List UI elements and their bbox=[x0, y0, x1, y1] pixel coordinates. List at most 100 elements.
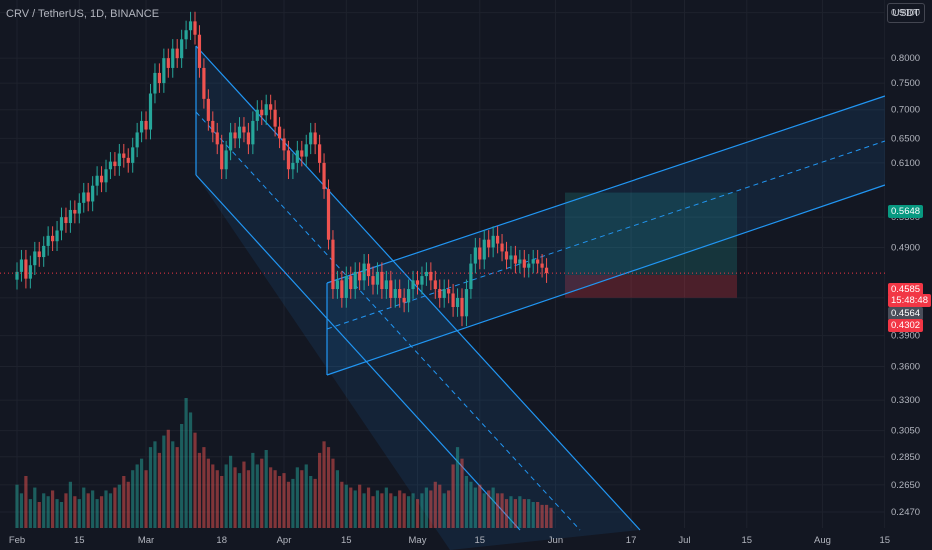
volume-bar bbox=[171, 441, 175, 528]
volume-bar bbox=[246, 470, 250, 528]
volume-bar bbox=[500, 493, 504, 528]
x-tick-label: May bbox=[409, 535, 427, 546]
entry-price-tag: 0.4564 bbox=[888, 307, 924, 320]
volume-bar bbox=[335, 470, 339, 528]
candle-body bbox=[99, 175, 104, 183]
volume-bar bbox=[487, 490, 491, 528]
candle-body bbox=[51, 235, 55, 242]
volume-bar bbox=[73, 496, 77, 528]
candle-body bbox=[197, 34, 202, 68]
volume-bar bbox=[340, 481, 344, 528]
candle-body bbox=[522, 259, 526, 268]
candle-body bbox=[478, 247, 482, 260]
volume-bar bbox=[393, 496, 397, 528]
candle-body bbox=[68, 209, 72, 224]
candle-body bbox=[157, 72, 161, 84]
x-tick-label: Mar bbox=[138, 535, 154, 546]
volume-bar bbox=[331, 458, 335, 528]
candle-body bbox=[447, 289, 451, 294]
candle-body bbox=[108, 161, 113, 170]
candle-body bbox=[224, 150, 228, 170]
candle-body bbox=[362, 263, 366, 281]
candle-body bbox=[433, 280, 437, 290]
candle-body bbox=[73, 209, 77, 214]
x-tick-label: Jun bbox=[548, 535, 563, 546]
volume-bar bbox=[117, 484, 121, 528]
candle-body bbox=[242, 126, 246, 133]
y-tick-label: 0.6100 bbox=[891, 158, 920, 169]
stop-price-tag: 0.4302 bbox=[888, 319, 924, 332]
candle-body bbox=[122, 153, 126, 158]
candle-body bbox=[518, 259, 522, 264]
candle-body bbox=[188, 21, 193, 31]
x-tick-label: 15 bbox=[74, 535, 85, 546]
volume-bar bbox=[415, 499, 420, 528]
candle-body bbox=[251, 120, 255, 145]
candle-body bbox=[384, 280, 388, 290]
volume-bar bbox=[277, 476, 282, 528]
ascending-channel-upper bbox=[326, 95, 886, 284]
volume-bar bbox=[318, 452, 322, 528]
volume-bar bbox=[473, 487, 477, 528]
candle-body bbox=[255, 109, 259, 121]
volume-bar bbox=[358, 484, 362, 528]
candle-body bbox=[402, 297, 406, 303]
candle-body bbox=[260, 109, 264, 116]
volume-bar bbox=[233, 467, 237, 528]
candle-body bbox=[509, 255, 513, 260]
volume-bar bbox=[304, 464, 308, 528]
candle-body bbox=[496, 235, 500, 244]
volume-bar bbox=[37, 502, 41, 528]
x-tick-label: 15 bbox=[475, 535, 486, 546]
currency-button[interactable]: USDT bbox=[887, 3, 925, 23]
volume-bar bbox=[255, 464, 259, 528]
volume-bar bbox=[544, 504, 549, 528]
ascending-channel-lower bbox=[326, 184, 886, 376]
candle-body bbox=[371, 276, 375, 285]
volume-bar bbox=[282, 473, 286, 528]
x-tick-label: Apr bbox=[277, 535, 292, 546]
candle-body bbox=[531, 259, 535, 264]
candle-body bbox=[331, 239, 335, 290]
volume-bar bbox=[180, 424, 184, 528]
candle-body bbox=[113, 161, 117, 167]
volume-bar bbox=[469, 481, 473, 528]
y-tick-label: 0.7000 bbox=[891, 105, 920, 116]
candle-body bbox=[135, 132, 139, 148]
volume-bar bbox=[162, 435, 166, 528]
candle-body bbox=[322, 162, 326, 190]
volume-bar bbox=[251, 452, 255, 528]
volume-bar bbox=[496, 493, 500, 528]
volume-bar bbox=[509, 496, 513, 528]
volume-bar bbox=[237, 473, 242, 528]
candle-body bbox=[349, 276, 353, 290]
candle-body bbox=[273, 109, 277, 127]
candle-body bbox=[429, 271, 433, 281]
last-price-tag: 0.4585 bbox=[888, 283, 924, 296]
candle-body bbox=[153, 72, 157, 94]
candle-body bbox=[326, 189, 331, 240]
volume-bar bbox=[126, 481, 130, 528]
volume-bar bbox=[371, 496, 375, 528]
candle-body bbox=[28, 265, 32, 279]
x-tick-label: 15 bbox=[341, 535, 352, 546]
volume-bar bbox=[273, 470, 277, 528]
stop-zone bbox=[565, 274, 737, 298]
y-tick-label: 0.9000 bbox=[891, 8, 920, 19]
candle-body bbox=[126, 157, 130, 163]
candle-body bbox=[46, 235, 50, 246]
volume-bar bbox=[429, 490, 433, 528]
volume-bar bbox=[260, 458, 264, 528]
volume-bar bbox=[300, 470, 304, 528]
candle-body bbox=[193, 21, 197, 35]
candle-body bbox=[86, 192, 90, 202]
x-tick-label: Feb bbox=[9, 535, 25, 546]
volume-bar bbox=[531, 502, 535, 528]
volume-bar bbox=[375, 490, 380, 528]
candle-body bbox=[451, 293, 455, 308]
x-tick-label: 15 bbox=[742, 535, 753, 546]
candle-body bbox=[220, 144, 224, 170]
volume-bar bbox=[42, 493, 46, 528]
candle-body bbox=[166, 58, 170, 68]
